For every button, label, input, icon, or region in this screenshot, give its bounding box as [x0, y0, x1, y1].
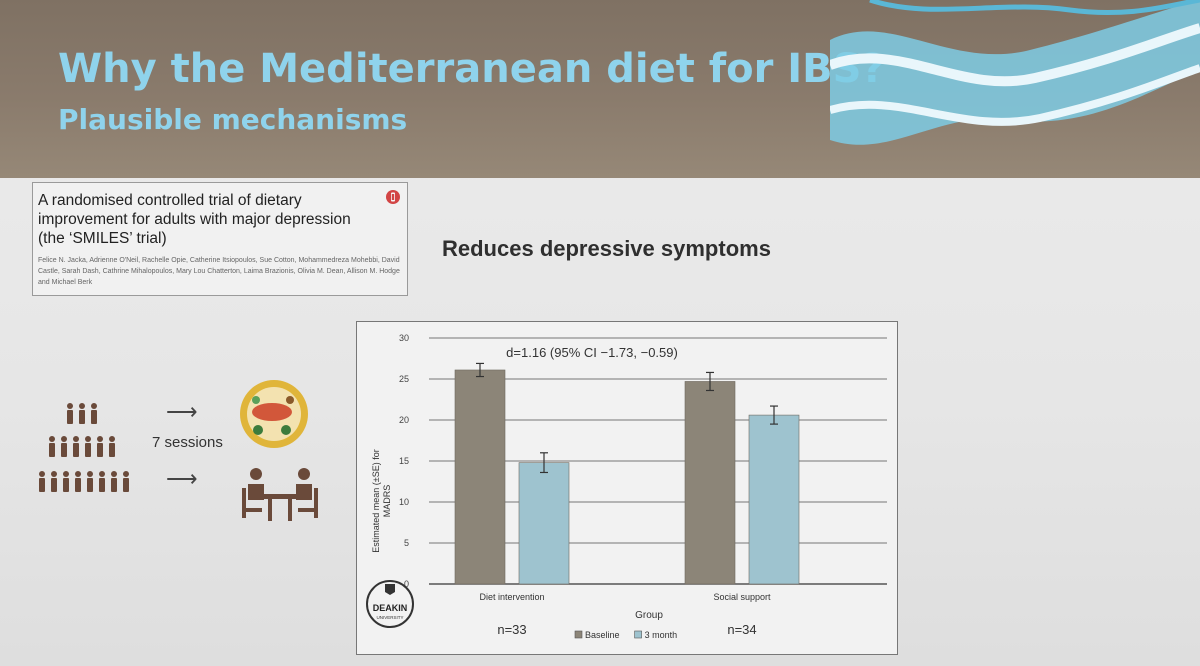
x-axis-label: Group: [635, 610, 663, 621]
wave-decoration: [830, 0, 1200, 145]
citation-box: A randomised controlled trial of dietary…: [32, 182, 408, 296]
people-group-icon: [39, 403, 129, 492]
y-tick-label: 5: [404, 538, 409, 548]
legend-swatch: [634, 630, 642, 639]
food-plate-icon: [240, 380, 308, 448]
n-label: n=34: [727, 622, 756, 637]
deakin-logo: DEAKIN UNIVERSITY: [366, 580, 414, 628]
person-row-2: [49, 436, 115, 457]
y-tick-label: 10: [399, 497, 409, 507]
y-axis-label: Estimated mean (±SE) forMADRS: [371, 449, 392, 552]
chart-heading: Reduces depressive symptoms: [442, 236, 771, 261]
y-tick-label: 20: [399, 415, 409, 425]
bar-baseline: [454, 369, 506, 585]
person-row-3: [39, 471, 129, 492]
deakin-logo-text: DEAKIN: [373, 603, 408, 613]
y-tick-label: 25: [399, 374, 409, 384]
chart-frame: 0 5 10 15 20 25 30 Estimated mean (±SE) forMADR…: [356, 321, 898, 655]
slide-header: Why the Mediterranean diet for IBS? Plau…: [0, 0, 1200, 178]
citation-title: A randomised controlled trial of dietary…: [38, 192, 351, 247]
y-tick-label: 15: [399, 456, 409, 466]
effect-size-annotation: d=1.16 (95% CI −1.73, −0.59): [506, 345, 678, 360]
x-tick-label: Diet intervention: [479, 592, 544, 602]
bar-3-month: [748, 414, 800, 585]
bar-3-month: [518, 462, 570, 585]
crossmark-icon: [386, 190, 400, 204]
y-tick-label: 30: [399, 333, 409, 343]
meeting-table-icon: [242, 468, 318, 521]
bar-chart: 0 5 10 15 20 25 30 Estimated mean (±SE) forMADR…: [371, 333, 887, 640]
x-tick-label: Social support: [713, 592, 771, 602]
arrow-right-icon: ⟶: [166, 466, 198, 491]
legend-label: 3 month: [645, 630, 678, 640]
citation-authors: Felice N. Jacka, Adrienne O'Neil, Rachel…: [38, 257, 400, 286]
legend-swatch: [574, 630, 583, 639]
y-tick-label: 0: [404, 579, 409, 589]
arrow-right-icon: ⟶: [166, 399, 198, 424]
person-row-1: [67, 403, 97, 424]
bar-baseline: [684, 381, 736, 585]
sessions-label: 7 sessions: [152, 434, 223, 451]
slide-title: Why the Mediterranean diet for IBS?: [58, 46, 885, 92]
deakin-logo-subtext: UNIVERSITY: [376, 615, 403, 620]
n-label: n=33: [497, 622, 526, 637]
legend-label: Baseline: [585, 630, 620, 640]
slide-subtitle: Plausible mechanisms: [58, 103, 408, 136]
